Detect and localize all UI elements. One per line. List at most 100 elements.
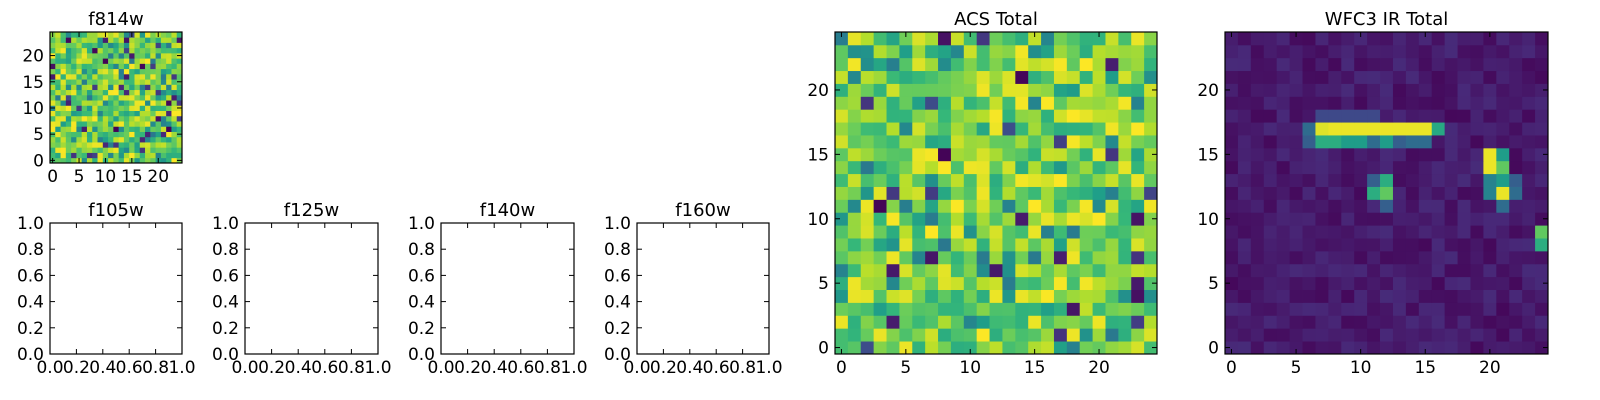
image-cell [1015,341,1029,355]
image-cell [166,152,172,159]
image-cell [1328,57,1342,72]
image-cell [76,126,83,132]
image-cell [86,121,93,127]
image-cell [963,32,978,46]
image-cell [1354,173,1368,187]
image-cell [976,186,990,200]
image-cell [55,47,61,54]
image-cell [166,147,172,153]
image-cell [1354,289,1368,303]
image-cell [155,42,162,49]
image-cell [1105,212,1119,226]
image-cell [1250,83,1265,97]
image-cell [1002,199,1016,213]
image-cell [1276,225,1290,239]
image-cell [1444,289,1458,303]
image-cell [155,136,162,143]
image-cell [108,157,114,164]
image-cell [118,100,125,106]
image-cell [160,94,167,101]
image-cell [1276,173,1290,187]
image-cell [134,52,141,59]
image-cell [1079,122,1093,136]
image-cell [50,147,56,153]
image-cell [899,44,913,59]
image-cell [950,135,965,149]
image-cell [1418,83,1433,97]
image-cell [1066,276,1081,290]
image-cell [1418,263,1433,278]
image-cell [1444,57,1458,72]
image-cell [166,136,172,143]
image-cell [1237,96,1252,110]
image-cell [899,199,913,213]
image-cell [1341,238,1355,252]
image-cell [860,70,875,84]
image-cell [1367,328,1381,342]
image-cell [1535,57,1549,72]
image-cell [76,58,83,64]
image-cell [160,84,167,91]
image-cell [1418,122,1433,136]
image-cell [1131,70,1145,84]
image-cell [1144,289,1158,303]
image-cell [847,263,862,278]
image-cell [118,152,125,159]
image-cell [1535,199,1549,213]
image-cell [92,121,98,127]
image-cell [1105,96,1119,110]
image-cell [976,263,990,278]
image-cell [1392,199,1407,213]
image-cell [92,152,98,159]
image-cell [150,47,156,54]
image-cell [1015,302,1029,316]
image-cell [1431,276,1446,290]
image-cell [925,173,939,187]
image-cell [860,160,875,175]
image-cell [1237,212,1252,226]
image-cell [1522,328,1536,342]
image-cell [129,73,135,80]
image-cell [860,263,875,278]
image-cell [145,110,151,117]
image-cell [150,152,156,159]
image-cell [1144,160,1158,175]
image-cell [1289,250,1303,265]
image-cell [950,32,965,46]
image-cell [134,89,141,96]
image-cell [873,199,887,213]
image-cell [1131,32,1145,46]
image-cell [150,79,156,85]
image-cell [86,68,93,75]
image-cell [171,73,178,80]
image-cell [1522,147,1536,162]
image-cell [118,147,125,153]
image-cell [1092,212,1106,226]
image-cell [1496,70,1510,84]
image-cell [847,122,862,136]
image-cell [1028,135,1042,149]
image-cell [92,89,98,96]
image-cell [145,89,151,96]
image-cell [76,121,83,127]
y-tick-label: 1.0 [17,214,44,234]
image-cell [912,83,926,97]
image-cell [81,147,88,153]
image-cell [976,238,990,252]
image-cell [1328,83,1342,97]
image-cell [938,70,952,84]
image-cell [873,32,887,46]
image-cell [166,131,172,138]
image-cell [835,212,849,226]
image-cell [989,302,1003,316]
image-cell [1431,44,1446,59]
image-cell [1237,341,1252,355]
image-cell [886,135,900,149]
image-cell [1328,328,1342,342]
image-cell [71,115,77,122]
y-tick-label: 0.0 [212,345,239,365]
image-cell [97,110,104,117]
image-cell [1483,32,1497,46]
